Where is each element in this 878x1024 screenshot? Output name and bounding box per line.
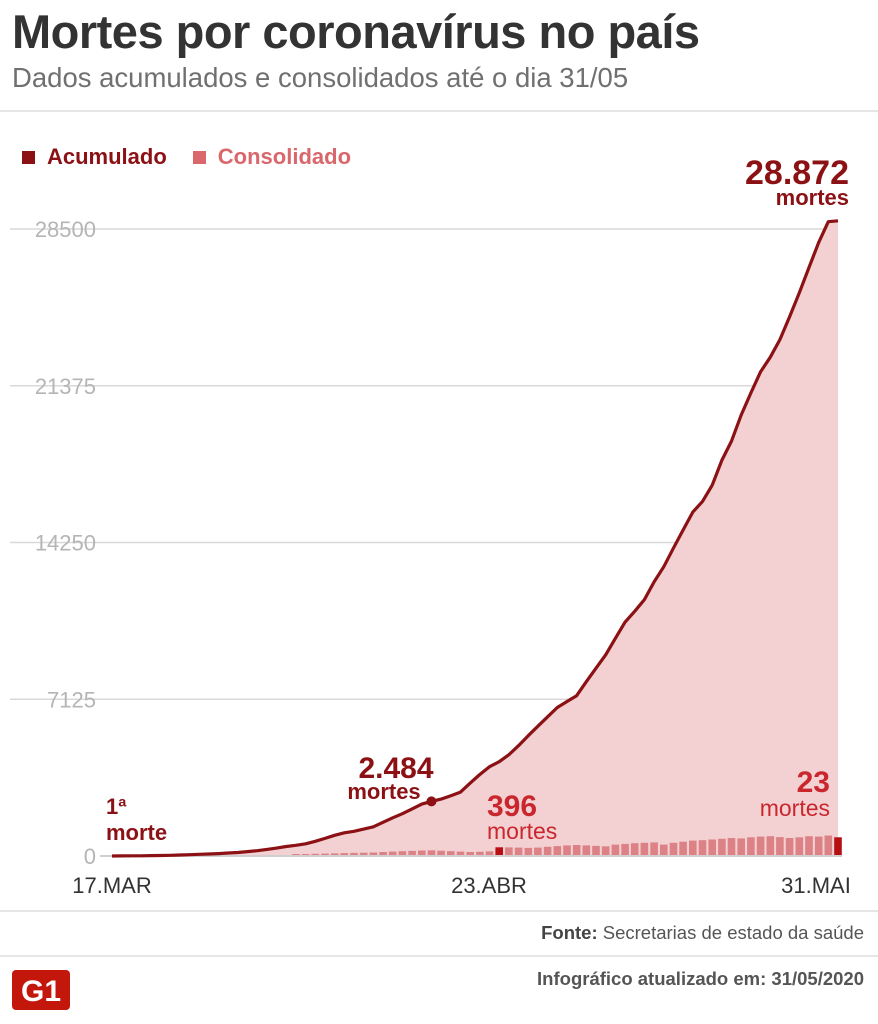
bar-consolidado <box>630 843 639 856</box>
bar-consolidado <box>747 837 755 856</box>
bar-consolidado <box>359 852 368 856</box>
bar-consolidado <box>321 853 329 856</box>
bar-consolidado <box>485 851 494 856</box>
bar-consolidado <box>505 847 513 856</box>
bar-consolidado <box>727 838 736 856</box>
bar-consolidado <box>718 838 726 856</box>
bar-consolidado <box>524 847 533 856</box>
bar-consolidado <box>447 851 455 856</box>
bar-consolidado <box>708 839 716 856</box>
bar-consolidado <box>466 852 474 856</box>
x-tick-label: 31.MAI <box>781 873 851 898</box>
annotation-daily-396-unit: mortes <box>487 818 557 844</box>
line-acumulado <box>111 219 839 858</box>
bar-consolidado <box>611 844 620 856</box>
bar-consolidado <box>660 844 668 856</box>
bar-consolidado <box>621 843 629 856</box>
bar-consolidado <box>698 840 707 856</box>
source-text: Secretarias de estado da saúde <box>602 922 864 943</box>
bar-consolidado <box>766 836 775 856</box>
bar-consolidado <box>824 835 833 856</box>
bar-consolidado <box>398 851 407 856</box>
annotation-total-2484-unit: mortes <box>347 779 420 804</box>
g1-logo: G1 <box>12 970 70 1010</box>
annotation-total-28872: 28.872 <box>745 154 849 192</box>
annotation-daily-396: 396 <box>487 790 537 823</box>
bar-consolidado <box>418 850 426 856</box>
bar-consolidado <box>756 836 765 856</box>
bar-consolidado <box>534 847 542 856</box>
bar-consolidado <box>795 837 804 856</box>
legend: Acumulado Consolidado <box>22 144 377 170</box>
bar-consolidado <box>776 837 784 856</box>
area-acumulado <box>112 220 838 857</box>
bar-consolidado <box>311 853 320 856</box>
y-tick-label: 21375 <box>35 374 96 399</box>
footer-divider-bottom <box>0 955 878 957</box>
bar-consolidado <box>408 850 416 856</box>
bar-consolidado <box>543 846 552 856</box>
bar-consolidado <box>640 842 649 856</box>
bar-consolidado <box>476 851 484 856</box>
bar-consolidado <box>737 838 745 856</box>
bar-consolidado <box>495 847 503 856</box>
legend-label-acumulado: Acumulado <box>47 144 167 169</box>
x-tick-label: 17.MAR <box>72 873 151 898</box>
chart-subtitle: Dados acumulados e consolidados até o di… <box>12 62 629 93</box>
bar-consolidado <box>805 836 813 856</box>
header-divider <box>0 110 878 112</box>
legend-swatch-acumulado <box>22 150 35 164</box>
chart-title: Mortes por coronavírus no país <box>12 5 700 58</box>
logo-text: G1 <box>21 975 61 1008</box>
bar-consolidado <box>601 846 610 856</box>
annotation-first-death: morte <box>106 820 167 845</box>
annotation-first-death: 1ª <box>106 794 127 819</box>
bar-consolidado <box>369 852 378 856</box>
bar-consolidado <box>330 853 339 856</box>
bar-consolidado <box>785 838 794 856</box>
updated-note: Infográfico atualizado em: 31/05/2020 <box>537 968 864 989</box>
bar-consolidado <box>834 837 842 856</box>
source-note: Fonte: Secretarias de estado da saúde <box>541 922 864 944</box>
bar-consolidado <box>592 845 600 856</box>
marker-2484 <box>426 796 437 807</box>
bar-consolidado <box>427 850 436 856</box>
bar-consolidado <box>814 836 823 856</box>
bar-consolidado <box>350 852 358 856</box>
bar-consolidado <box>689 840 697 856</box>
bar-consolidado <box>669 842 678 856</box>
y-tick-label: 28500 <box>35 217 96 242</box>
bar-consolidado <box>388 851 397 856</box>
bar-consolidado <box>514 847 523 856</box>
bar-consolidado <box>456 851 465 856</box>
x-tick-label: 23.ABR <box>451 873 527 898</box>
bar-consolidado <box>437 850 445 856</box>
legend-item-consolidado: Consolidado <box>192 144 352 170</box>
bar-consolidado <box>563 845 571 856</box>
deaths-chart: 0 7125 14250 21375 28500 17.MAR 23.ABR 31.MAI 1ª… <box>10 154 851 898</box>
bar-consolidado <box>679 841 687 856</box>
legend-label-consolidado: Consolidado <box>217 144 352 169</box>
annotation-total-2484: 2.484 <box>358 752 433 785</box>
annotation-daily-23: 23 <box>797 766 830 799</box>
annotation-total-28872-unit: mortes <box>776 185 849 210</box>
y-tick-label: 14250 <box>35 531 96 556</box>
legend-item-acumulado: Acumulado <box>22 144 167 170</box>
annotation-daily-23-unit: mortes <box>760 795 830 821</box>
y-tick-label: 0 <box>84 844 96 869</box>
bar-consolidado <box>582 845 591 856</box>
source-label: Fonte: <box>541 922 598 943</box>
footer-divider-top <box>0 910 878 912</box>
legend-swatch-consolidado <box>192 150 206 164</box>
bar-consolidado <box>572 845 581 856</box>
bar-consolidado <box>553 846 562 856</box>
bar-consolidado <box>650 842 658 856</box>
y-tick-label: 7125 <box>47 687 96 712</box>
bar-consolidado <box>340 853 349 856</box>
bar-consolidado <box>379 852 387 856</box>
